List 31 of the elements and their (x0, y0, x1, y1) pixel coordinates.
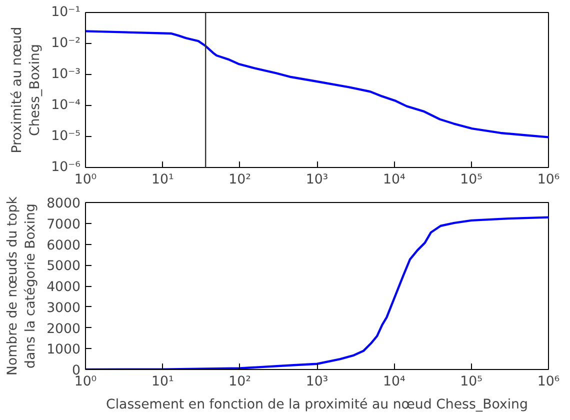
y-tick-label: 10⁻³ (51, 67, 81, 82)
x-tick-label: 10² (228, 374, 251, 390)
x-tick-label: 10⁰ (74, 374, 97, 390)
y-tick-label: 10⁻¹ (51, 5, 81, 20)
x-tick-label: 10⁴ (383, 374, 406, 390)
x-tick-label: 10⁰ (74, 172, 97, 188)
y-tick-label: 3000 (46, 300, 81, 316)
y-tick-label: 6000 (46, 238, 81, 254)
x-tick-label: 10⁶ (537, 374, 560, 390)
y-tick-label: 1000 (46, 342, 81, 358)
x-tick-label: 10¹ (152, 172, 174, 188)
y-tick-label: 7000 (46, 217, 81, 232)
y-tick-label: 8000 (46, 196, 81, 212)
x-tick-label: 10⁴ (383, 172, 406, 188)
y-tick-label: 10⁻⁵ (51, 129, 81, 144)
y-tick-label: 4000 (46, 280, 81, 295)
y-axis-title: Proximité au nœud Chess_Boxing (10, 26, 44, 154)
x-tick-label: 10³ (306, 172, 328, 188)
y-tick-label: 10⁻⁶ (51, 160, 81, 175)
x-tick-label: 10⁶ (537, 172, 560, 188)
x-tick-label: 10³ (306, 374, 328, 390)
x-axis-title: Classement en fonction de la proximité au nœud Chess_Boxing (106, 398, 528, 412)
y-axis-title: Nombre de nœuds du topk dans la catégorie Boxing (6, 196, 39, 376)
y-tick-label: 10⁻⁴ (51, 98, 81, 113)
y-tick-label: 2000 (46, 322, 81, 337)
x-tick-label: 10² (228, 172, 251, 188)
y-tick-label: 5000 (46, 259, 81, 274)
x-tick-label: 10¹ (152, 374, 174, 390)
x-tick-label: 10⁵ (460, 172, 482, 188)
y-tick-label: 10⁻² (51, 36, 81, 51)
x-tick-label: 10⁵ (460, 374, 482, 390)
